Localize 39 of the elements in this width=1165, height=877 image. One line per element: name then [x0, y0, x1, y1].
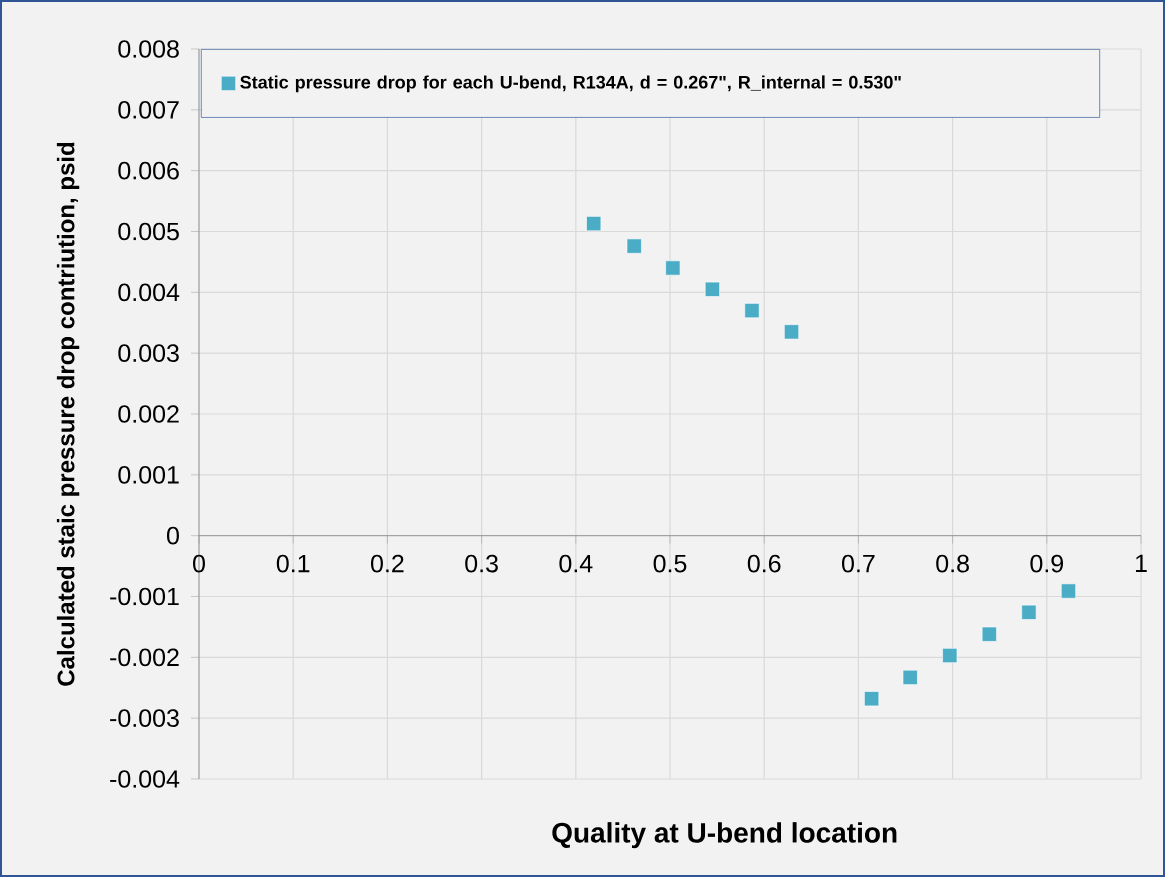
x-tick-label: 0.8: [936, 554, 969, 573]
point: [942, 648, 958, 664]
x-tick-label: 0.9: [1030, 554, 1064, 573]
y-tick-label: 0.003: [118, 344, 179, 363]
legend-label: Static pressure drop for each U-bend, R134A, d = 0.267", R_internal = 0.530": [240, 75, 901, 93]
y-tick-label: 0.008: [118, 40, 179, 58]
y-tick-label: 0.002: [118, 405, 179, 423]
point: [1060, 583, 1076, 599]
x-tick-label: 0.4: [559, 554, 593, 573]
point: [784, 324, 800, 340]
y-tick-label: 0.004: [118, 283, 180, 302]
x-axis-title: Quality at U-bend location: [552, 822, 897, 849]
y-tick-label: -0.001: [110, 587, 179, 606]
point: [1021, 604, 1037, 620]
x-tick-label: 0.1: [276, 554, 310, 573]
y-tick-label: 0.001: [118, 465, 179, 484]
y-tick-label: 0.006: [118, 161, 179, 180]
y-tick-label: -0.004: [110, 770, 180, 788]
y-tick-label: 0: [167, 526, 179, 545]
point: [626, 238, 642, 254]
point: [665, 260, 681, 276]
y-tick-label: -0.003: [110, 709, 179, 728]
x-tick-label: 1: [1135, 554, 1147, 572]
x-tick-label: 0.2: [371, 554, 404, 573]
y-tick-label: 0.007: [118, 100, 179, 119]
point: [981, 626, 997, 642]
x-tick-label: 0.7: [842, 554, 875, 573]
point: [864, 691, 880, 707]
y-tick-label: 0.005: [118, 222, 179, 241]
x-tick-label: 0.5: [653, 554, 687, 573]
point: [704, 281, 720, 297]
x-tick-label: 0.6: [747, 554, 781, 573]
point: [744, 303, 760, 319]
point: [902, 669, 918, 685]
point: [586, 216, 602, 232]
x-tick-label: 0: [193, 554, 205, 573]
x-tick-label: 0.3: [465, 554, 498, 573]
y-tick-label: -0.002: [110, 648, 179, 667]
y-axis-title: Calculated staic pressure drop contriution, psid: [56, 142, 80, 686]
